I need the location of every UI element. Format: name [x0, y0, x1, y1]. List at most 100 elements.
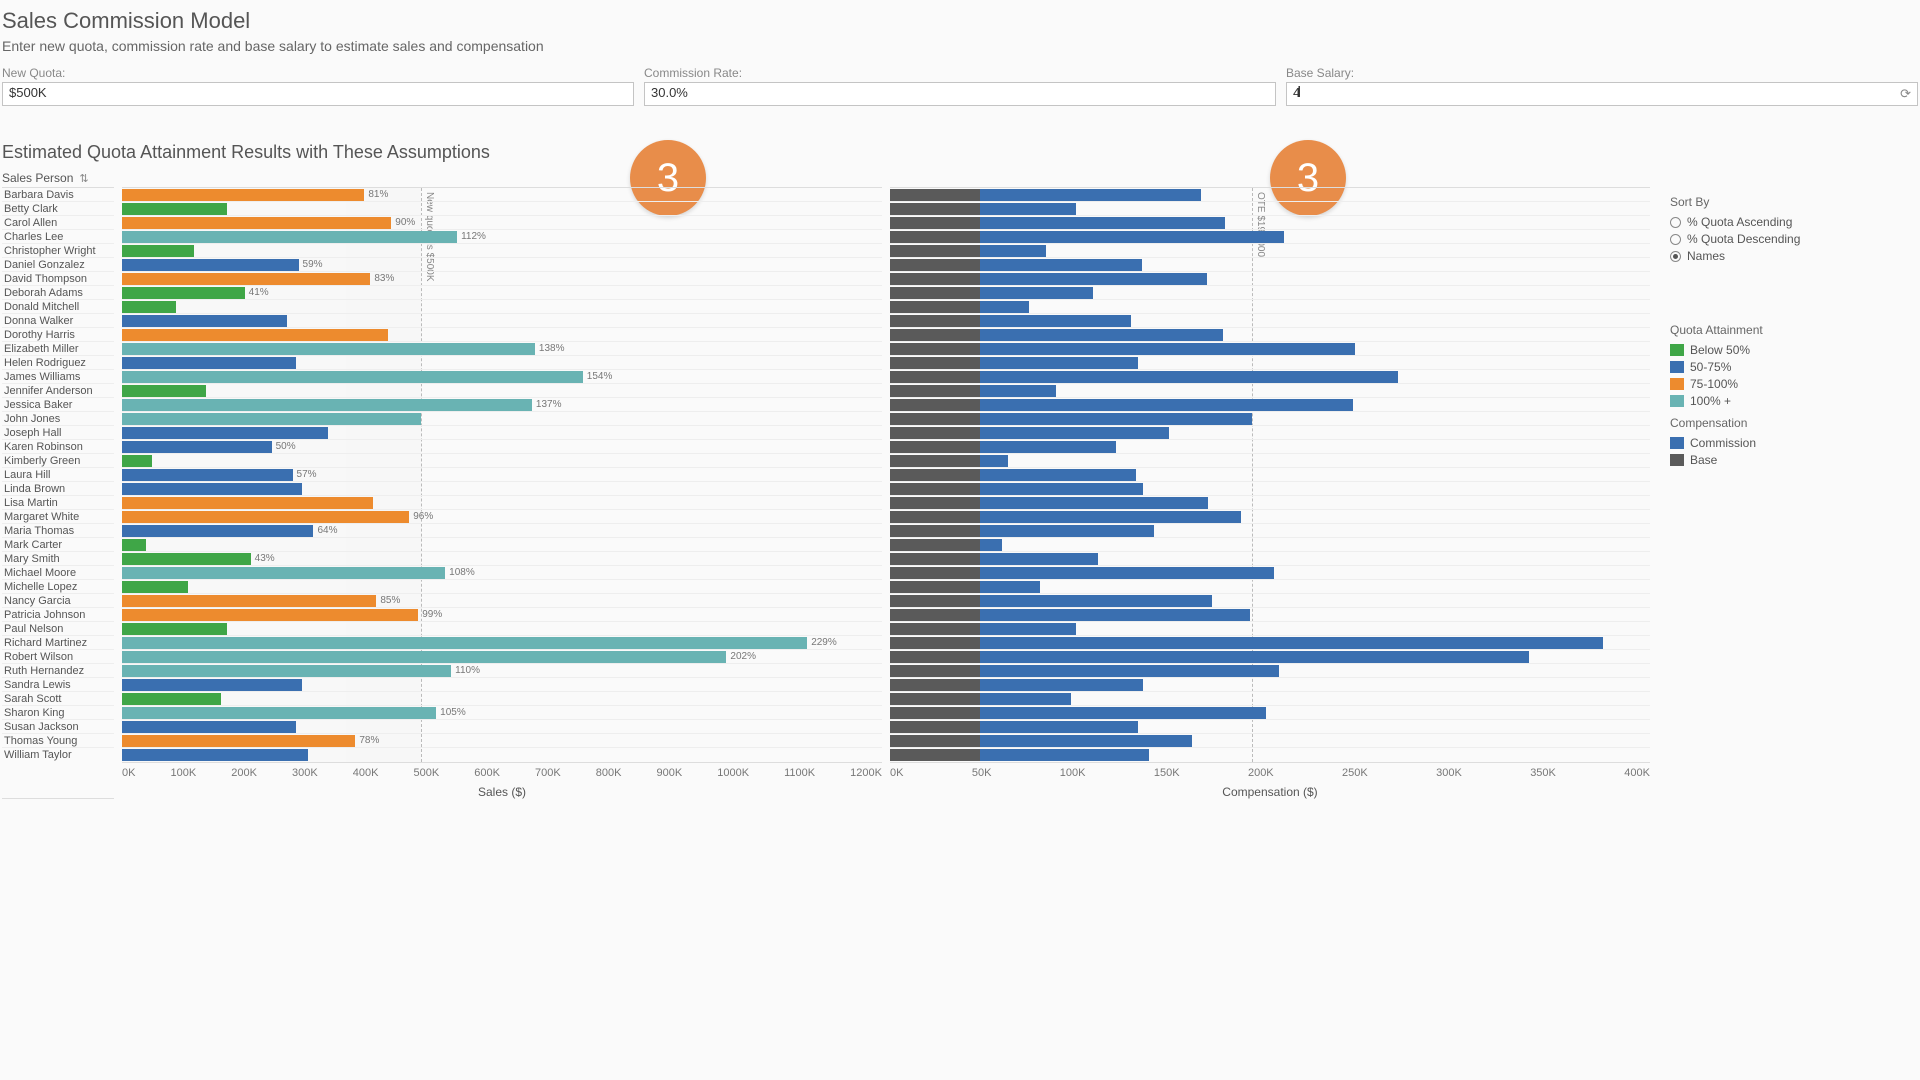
base-salary-bar[interactable]	[890, 721, 980, 733]
commission-bar[interactable]	[980, 371, 1398, 383]
base-salary-bar[interactable]	[890, 413, 980, 425]
commission-bar[interactable]	[980, 245, 1045, 257]
base-salary-bar[interactable]	[890, 581, 980, 593]
sort-option[interactable]: % Quota Ascending	[1670, 215, 1818, 229]
sales-bar[interactable]	[122, 371, 583, 383]
base-salary-bar[interactable]	[890, 231, 980, 243]
quota-legend-item[interactable]: Below 50%	[1670, 343, 1818, 357]
commission-rate-input[interactable]: 30.0%	[644, 82, 1276, 106]
commission-bar[interactable]	[980, 679, 1143, 691]
base-salary-bar[interactable]	[890, 217, 980, 229]
sort-icon[interactable]: ⇅	[79, 172, 88, 185]
sales-bar[interactable]	[122, 539, 146, 551]
base-salary-bar[interactable]	[890, 189, 980, 201]
sales-bar[interactable]	[122, 441, 272, 453]
base-salary-bar[interactable]	[890, 623, 980, 635]
quota-legend-item[interactable]: 75-100%	[1670, 377, 1818, 391]
sales-bar[interactable]	[122, 637, 807, 649]
sales-bar[interactable]	[122, 651, 726, 663]
commission-bar[interactable]	[980, 609, 1250, 621]
commission-bar[interactable]	[980, 441, 1116, 453]
commission-bar[interactable]	[980, 203, 1076, 215]
base-salary-bar[interactable]	[890, 539, 980, 551]
sales-bar[interactable]	[122, 525, 313, 537]
sales-bar[interactable]	[122, 217, 391, 229]
commission-bar[interactable]	[980, 343, 1355, 355]
base-salary-bar[interactable]	[890, 441, 980, 453]
base-salary-bar[interactable]	[890, 357, 980, 369]
commission-bar[interactable]	[980, 399, 1353, 411]
commission-bar[interactable]	[980, 721, 1137, 733]
commission-bar[interactable]	[980, 189, 1201, 201]
commission-bar[interactable]	[980, 637, 1602, 649]
commission-bar[interactable]	[980, 749, 1148, 761]
commission-bar[interactable]	[980, 539, 1002, 551]
commission-bar[interactable]	[980, 469, 1136, 481]
sales-bar[interactable]	[122, 245, 194, 257]
sort-option[interactable]: Names	[1670, 249, 1818, 263]
base-salary-bar[interactable]	[890, 511, 980, 523]
sales-bar[interactable]	[122, 735, 355, 747]
commission-bar[interactable]	[980, 693, 1070, 705]
sales-bar[interactable]	[122, 581, 188, 593]
sales-bar[interactable]	[122, 483, 302, 495]
commission-bar[interactable]	[980, 553, 1098, 565]
quota-legend-item[interactable]: 50-75%	[1670, 360, 1818, 374]
commission-bar[interactable]	[980, 595, 1212, 607]
sales-bar[interactable]	[122, 329, 388, 341]
commission-bar[interactable]	[980, 525, 1154, 537]
base-salary-bar[interactable]	[890, 385, 980, 397]
commission-bar[interactable]	[980, 651, 1528, 663]
sales-bar[interactable]	[122, 301, 176, 313]
sales-bar[interactable]	[122, 595, 376, 607]
commission-bar[interactable]	[980, 287, 1092, 299]
base-salary-bar[interactable]	[890, 455, 980, 467]
base-salary-bar[interactable]	[890, 525, 980, 537]
base-salary-bar[interactable]	[890, 343, 980, 355]
commission-bar[interactable]	[980, 273, 1206, 285]
sales-bar[interactable]	[122, 315, 287, 327]
sales-bar[interactable]	[122, 567, 445, 579]
base-salary-bar[interactable]	[890, 203, 980, 215]
sales-bar[interactable]	[122, 497, 373, 509]
commission-bar[interactable]	[980, 735, 1192, 747]
base-salary-bar[interactable]	[890, 273, 980, 285]
sales-bar[interactable]	[122, 679, 302, 691]
sales-bar[interactable]	[122, 189, 364, 201]
commission-bar[interactable]	[980, 217, 1224, 229]
commission-bar[interactable]	[980, 455, 1007, 467]
commission-bar[interactable]	[980, 665, 1279, 677]
base-salary-bar[interactable]	[890, 371, 980, 383]
base-salary-bar[interactable]	[890, 329, 980, 341]
sales-bar[interactable]	[122, 399, 532, 411]
sales-bar[interactable]	[122, 413, 421, 425]
sales-bar[interactable]	[122, 665, 451, 677]
sales-bar[interactable]	[122, 287, 245, 299]
base-salary-bar[interactable]	[890, 567, 980, 579]
commission-bar[interactable]	[980, 259, 1141, 271]
sales-bar[interactable]	[122, 455, 152, 467]
base-salary-bar[interactable]	[890, 553, 980, 565]
base-salary-bar[interactable]	[890, 259, 980, 271]
new-quota-input[interactable]: $500K	[2, 82, 634, 106]
commission-bar[interactable]	[980, 329, 1222, 341]
commission-bar[interactable]	[980, 567, 1273, 579]
sales-bar[interactable]	[122, 721, 296, 733]
base-salary-bar[interactable]	[890, 315, 980, 327]
sales-bar[interactable]	[122, 357, 296, 369]
base-salary-bar[interactable]	[890, 651, 980, 663]
base-salary-bar[interactable]	[890, 427, 980, 439]
base-salary-bar[interactable]	[890, 735, 980, 747]
commission-bar[interactable]	[980, 483, 1143, 495]
sales-bar[interactable]	[122, 749, 308, 761]
sales-bar[interactable]	[122, 427, 328, 439]
compensation-legend-item[interactable]: Base	[1670, 453, 1818, 467]
refresh-icon[interactable]: ⟳	[1900, 86, 1911, 102]
base-salary-bar[interactable]	[890, 595, 980, 607]
base-salary-bar[interactable]	[890, 665, 980, 677]
sales-bar[interactable]	[122, 343, 535, 355]
commission-bar[interactable]	[980, 497, 1208, 509]
base-salary-bar[interactable]	[890, 693, 980, 705]
commission-bar[interactable]	[980, 357, 1137, 369]
base-salary-bar[interactable]	[890, 637, 980, 649]
